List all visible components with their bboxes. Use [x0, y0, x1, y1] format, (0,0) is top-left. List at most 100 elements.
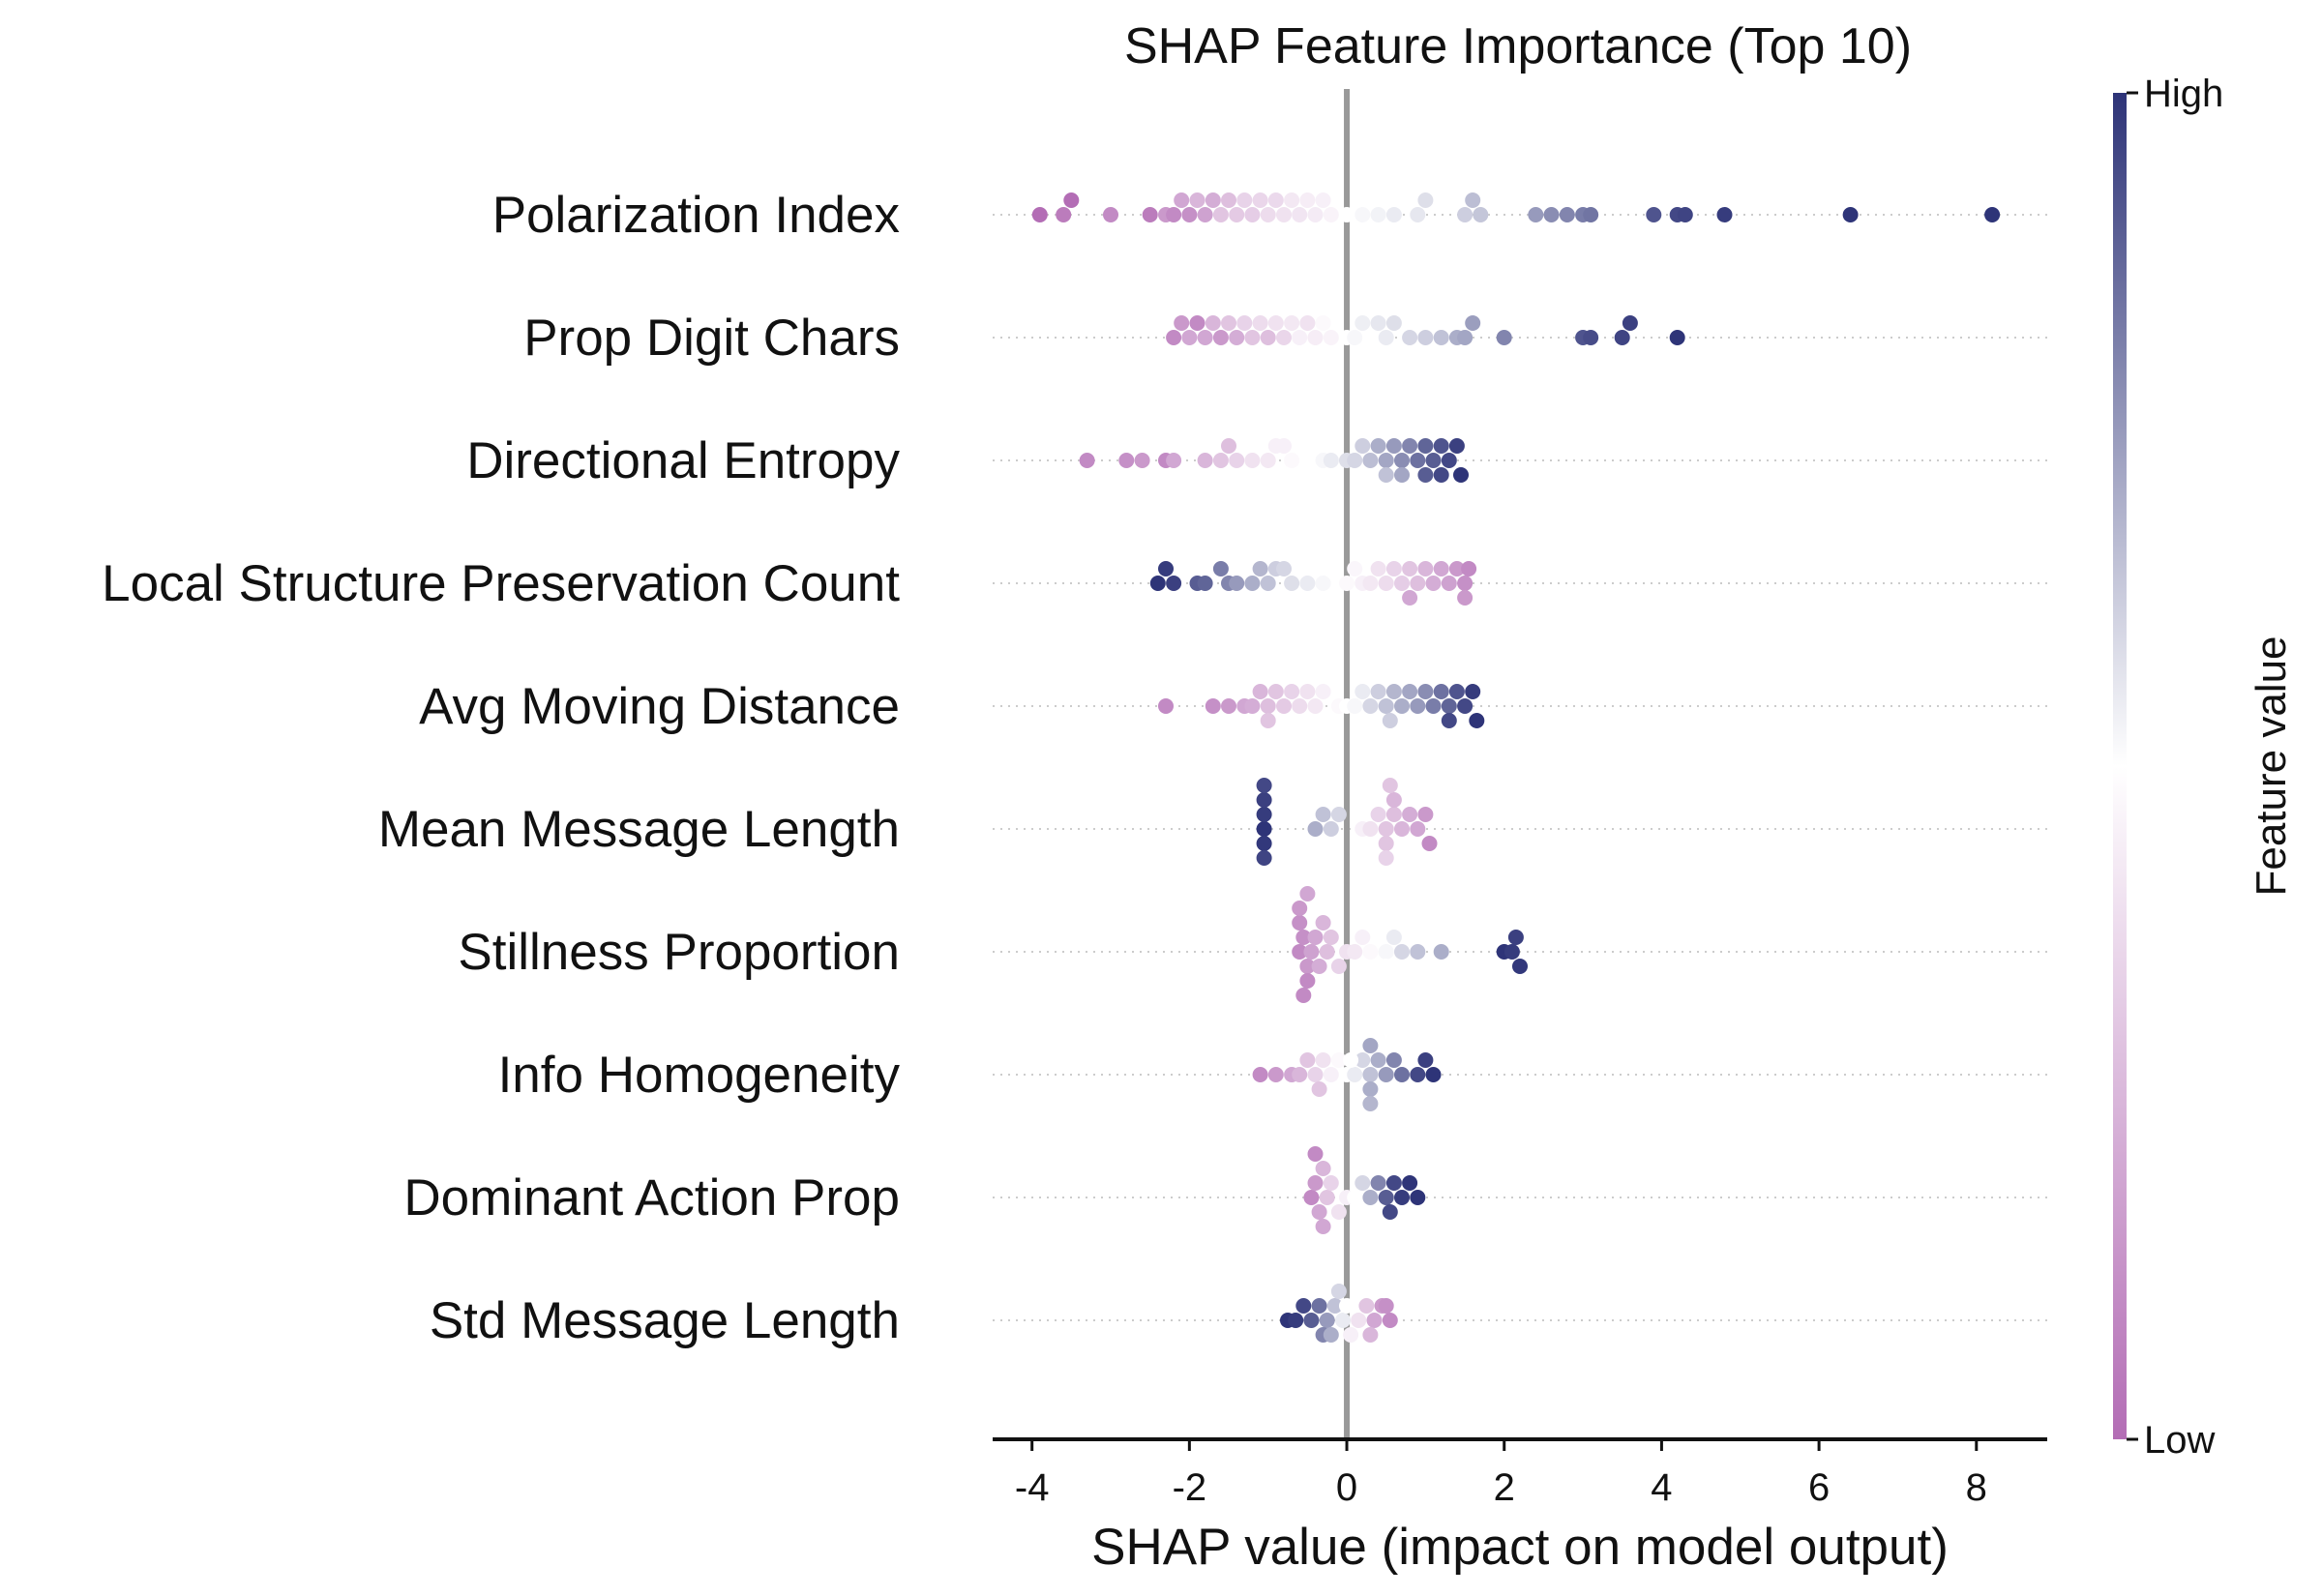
data-point: [1354, 207, 1371, 222]
data-point: [1370, 930, 1386, 945]
data-point: [1244, 207, 1261, 222]
data-point: [1378, 959, 1394, 974]
data-point: [1299, 315, 1316, 331]
data-point: [1347, 698, 1363, 714]
x-tick-label: 0: [1336, 1466, 1357, 1509]
data-point: [1307, 1175, 1324, 1191]
x-tick-label: 8: [1966, 1466, 1987, 1509]
data-point: [1362, 821, 1379, 837]
data-point: [1118, 453, 1135, 468]
data-point: [1370, 438, 1386, 454]
feature-label: Info Homogeneity: [498, 1047, 901, 1104]
data-point: [1292, 330, 1308, 345]
data-point: [1507, 930, 1524, 945]
data-point: [1842, 207, 1859, 222]
data-point: [1166, 576, 1182, 591]
data-point: [1347, 330, 1363, 345]
data-point: [1260, 453, 1276, 468]
data-point: [1370, 807, 1386, 822]
data-point: [1307, 821, 1324, 837]
data-point: [1252, 1067, 1268, 1082]
data-point: [1378, 821, 1394, 837]
colorbar: High Low Feature value: [2113, 73, 2295, 1462]
data-point: [1311, 1081, 1327, 1097]
data-point: [1448, 561, 1465, 576]
data-point: [1410, 944, 1426, 960]
data-point: [1347, 1190, 1363, 1205]
data-point: [1402, 561, 1418, 576]
data-point: [1256, 778, 1272, 793]
data-point: [1370, 315, 1386, 331]
data-point: [1402, 1175, 1418, 1191]
data-point: [1378, 850, 1394, 866]
data-point: [1292, 698, 1308, 714]
data-point: [1362, 1327, 1379, 1343]
data-point: [1382, 778, 1398, 793]
data-point: [1197, 453, 1213, 468]
data-point: [1295, 1298, 1312, 1314]
x-tick-label: 4: [1651, 1466, 1672, 1509]
data-point: [1503, 944, 1520, 960]
data-point: [1461, 561, 1477, 576]
data-point: [1465, 192, 1481, 208]
feature-label: Std Message Length: [430, 1292, 900, 1349]
data-point: [1378, 698, 1394, 714]
data-point: [1358, 1298, 1375, 1314]
data-point: [1276, 561, 1292, 576]
feature-label: Stillness Proportion: [458, 924, 900, 981]
data-point: [1410, 453, 1426, 468]
data-point: [1457, 698, 1474, 714]
data-point: [1362, 1038, 1379, 1053]
data-point: [1158, 561, 1174, 576]
data-point: [1142, 207, 1158, 222]
data-point: [1362, 1096, 1379, 1111]
data-point: [1189, 192, 1206, 208]
data-point: [1385, 1175, 1402, 1191]
feature-label: Avg Moving Distance: [419, 678, 900, 735]
data-point: [1385, 792, 1402, 808]
data-point: [1614, 330, 1630, 345]
data-point: [1166, 330, 1182, 345]
data-point: [1339, 207, 1354, 222]
data-point: [1299, 192, 1316, 208]
data-point: [1323, 207, 1339, 222]
data-point: [1197, 330, 1213, 345]
data-point: [1385, 807, 1402, 822]
data-point: [1410, 698, 1426, 714]
data-point: [1288, 1313, 1304, 1328]
data-point: [1299, 1052, 1316, 1068]
data-point: [1469, 713, 1485, 728]
data-point: [1394, 467, 1410, 483]
data-point: [1267, 192, 1284, 208]
data-point: [1394, 944, 1410, 960]
data-point: [1669, 330, 1685, 345]
data-point: [1205, 698, 1221, 714]
feature-label: Polarization Index: [492, 187, 900, 244]
data-point: [1362, 576, 1379, 591]
data-point: [1276, 207, 1292, 222]
data-point: [1276, 330, 1292, 345]
data-point: [1315, 576, 1331, 591]
data-point: [1362, 1067, 1379, 1082]
data-point: [1465, 315, 1481, 331]
data-point: [1252, 684, 1268, 699]
data-point: [1260, 713, 1276, 728]
data-point: [1323, 330, 1339, 345]
data-point: [1347, 1067, 1363, 1082]
data-point: [1315, 192, 1331, 208]
data-point: [1512, 959, 1528, 974]
data-point: [1292, 944, 1308, 960]
data-point: [1315, 807, 1331, 822]
data-point: [1425, 453, 1442, 468]
data-point: [1378, 1067, 1394, 1082]
data-point: [1378, 467, 1394, 483]
data-point: [1212, 561, 1229, 576]
data-point: [1315, 1052, 1331, 1068]
data-point: [1622, 315, 1638, 331]
data-point: [1299, 973, 1316, 989]
data-point: [1382, 713, 1398, 728]
data-point: [1174, 315, 1190, 331]
data-point: [1417, 467, 1434, 483]
data-point: [1307, 438, 1324, 454]
